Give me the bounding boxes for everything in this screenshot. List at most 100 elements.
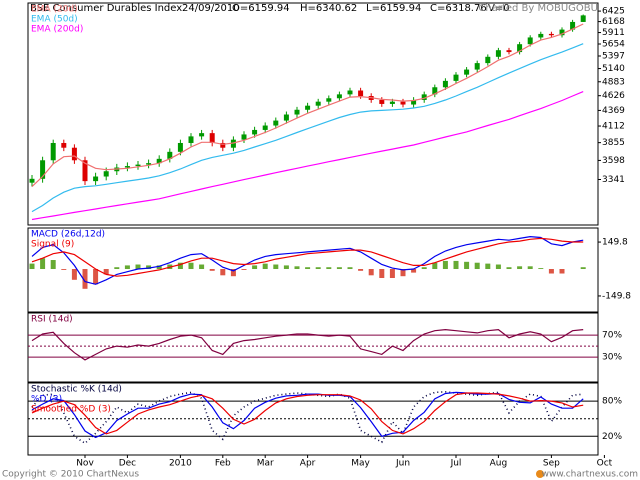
- y-tick-label: 4369: [602, 106, 625, 116]
- chart-title: BSE Consumer Durables Index: [30, 3, 182, 14]
- candle-body: [124, 166, 130, 168]
- series-line: [31, 392, 584, 435]
- volume: V=0: [488, 3, 510, 14]
- candle-body: [580, 15, 586, 22]
- candle-body: [442, 80, 448, 88]
- candle-body: [230, 139, 236, 148]
- histogram-bar: [495, 264, 501, 270]
- candle-body: [421, 94, 427, 100]
- histogram-bar: [220, 269, 226, 276]
- x-tick-label: Nov: [76, 459, 94, 469]
- series-line: [31, 23, 584, 188]
- histogram-bar: [453, 260, 459, 270]
- histogram-bar: [61, 269, 67, 270]
- histogram-bar: [389, 269, 395, 279]
- y-tick-label: 4883: [602, 77, 625, 87]
- histogram-bar: [294, 266, 300, 270]
- candle-body: [474, 63, 480, 70]
- logo: [536, 470, 544, 478]
- histogram-bar: [40, 258, 46, 270]
- y-tick-label: 149.8: [602, 238, 628, 248]
- legend-entry: EMA (20d): [31, 5, 78, 15]
- legend-entry: RSI (14d): [31, 315, 73, 325]
- histogram-bar: [336, 267, 342, 270]
- histogram-bar: [241, 269, 247, 270]
- histogram-bar: [188, 262, 194, 270]
- candle-body: [527, 37, 533, 45]
- panel-frame: [27, 227, 599, 313]
- histogram-bar: [421, 267, 427, 270]
- candle-body: [548, 33, 554, 36]
- candle-body: [559, 29, 565, 36]
- candle-body: [252, 129, 258, 135]
- histogram-bar: [283, 265, 289, 270]
- candle-body: [538, 33, 544, 38]
- histogram-bar: [326, 267, 332, 270]
- candle-body: [82, 160, 88, 182]
- candle-body: [358, 90, 364, 97]
- histogram-bar: [124, 265, 130, 270]
- candle-body: [61, 142, 67, 148]
- candle-body: [336, 94, 342, 99]
- y-tick-label: 6168: [602, 17, 625, 27]
- histogram-bar: [315, 267, 321, 270]
- candle-body: [315, 101, 321, 106]
- candle-body: [188, 136, 194, 143]
- series-line: [31, 237, 584, 277]
- x-tick-label: Dec: [119, 459, 136, 469]
- histogram-bar: [559, 269, 565, 274]
- y-tick-label: -149.8: [602, 291, 631, 301]
- histogram-bar: [209, 269, 215, 271]
- candle-body: [103, 171, 109, 177]
- histogram-bar: [103, 269, 109, 275]
- series-line: [31, 43, 584, 213]
- candle-body: [379, 99, 385, 104]
- x-tick-label: Apr: [300, 459, 316, 469]
- histogram-bar: [273, 264, 279, 270]
- histogram-bar: [71, 269, 77, 280]
- histogram-bar: [379, 269, 385, 279]
- copyright: Copyright © 2010 ChartNexus: [2, 470, 139, 480]
- histogram-bar: [464, 261, 470, 270]
- candle-body: [209, 133, 215, 143]
- legend-entry: EMA (200d): [31, 25, 83, 35]
- candle-body: [570, 21, 576, 30]
- histogram-bar: [305, 267, 311, 270]
- y-tick-label: 3341: [602, 175, 625, 185]
- histogram-bar: [146, 265, 152, 270]
- y-tick-label: 30%: [602, 353, 622, 363]
- legend-entry: Smoothed %D (3): [31, 405, 111, 415]
- open: O=6159.94: [232, 3, 290, 14]
- histogram-bar: [358, 269, 364, 271]
- histogram-bar: [82, 269, 88, 289]
- x-tick-label: Aug: [490, 459, 508, 469]
- histogram-bar: [50, 260, 56, 270]
- y-tick-label: 80%: [602, 397, 622, 407]
- panel-frame: [27, 312, 599, 383]
- histogram-bar: [252, 265, 258, 270]
- histogram-bar: [199, 264, 205, 270]
- histogram-bar: [177, 262, 183, 270]
- histogram-bar: [347, 267, 353, 270]
- candle-body: [506, 50, 512, 53]
- histogram-bar: [411, 269, 417, 273]
- candle-body: [389, 101, 395, 104]
- y-tick-label: 4626: [602, 91, 625, 101]
- series-line: [31, 235, 584, 285]
- y-tick-label: 5397: [602, 51, 625, 61]
- candle-body: [262, 125, 268, 130]
- histogram-bar: [262, 263, 268, 270]
- histogram-bar: [93, 269, 99, 285]
- date: 24/09/2010: [182, 3, 240, 14]
- candle-body: [40, 160, 46, 179]
- candle-body: [495, 50, 501, 57]
- x-tick-label: Jul: [450, 459, 462, 469]
- high: H=6340.62: [300, 3, 357, 14]
- candle-body: [283, 114, 289, 121]
- legend-entry: EMA (50d): [31, 15, 78, 25]
- histogram-bar: [432, 262, 438, 270]
- y-tick-label: 6425: [602, 7, 625, 17]
- histogram-bar: [29, 263, 35, 270]
- series-line: [31, 91, 584, 221]
